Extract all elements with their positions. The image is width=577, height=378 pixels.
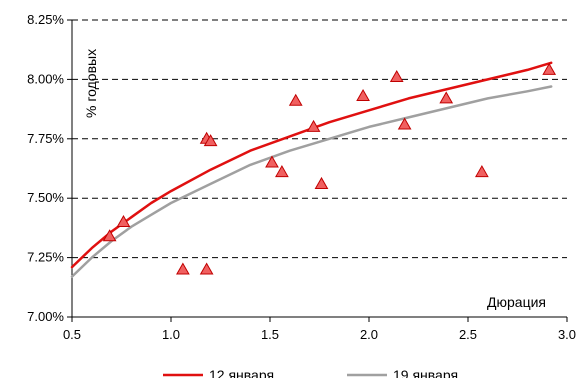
- scatter-point: [542, 62, 557, 75]
- scatter-points: [102, 62, 557, 275]
- x-tick-label: 2.0: [360, 327, 378, 342]
- scatter-point: [116, 214, 131, 227]
- y-tick-label: 7.00%: [27, 309, 64, 324]
- scatter-point: [203, 134, 218, 147]
- y-tick-label: 8.25%: [27, 12, 64, 27]
- y-tick-label: 7.50%: [27, 190, 64, 205]
- scatter-point: [314, 176, 329, 189]
- scatter-point: [397, 117, 412, 130]
- x-tick-label: 3.0: [558, 327, 576, 342]
- scatter-point: [306, 119, 321, 132]
- x-tick-label: 1.5: [261, 327, 279, 342]
- scatter-point: [102, 229, 117, 242]
- y-tick-label: 8.00%: [27, 71, 64, 86]
- scatter-point: [275, 165, 289, 178]
- x-axis-title: Дюрация: [487, 294, 546, 310]
- axes: [67, 19, 568, 322]
- x-tick-label: 1.0: [162, 327, 180, 342]
- scatter-point: [389, 70, 404, 83]
- scatter-point: [265, 155, 279, 168]
- scatter-point: [199, 262, 214, 275]
- x-tick-label: 0.5: [63, 327, 81, 342]
- legend-label-19-january: 19 января: [393, 367, 458, 378]
- x-tick-label: 2.5: [459, 327, 477, 342]
- legend: 12 января 19 января: [163, 367, 458, 378]
- series-line-1: [70, 85, 553, 278]
- scatter-point: [288, 93, 303, 106]
- legend-label-12-january: 12 января: [209, 367, 274, 378]
- y-axis-title: % годовых: [83, 49, 99, 118]
- scatter-point: [474, 165, 489, 178]
- scatter-point: [356, 89, 370, 102]
- scatter-point: [176, 262, 190, 275]
- y-tick-label: 7.75%: [27, 131, 64, 146]
- scatter-point: [439, 91, 454, 104]
- tick-labels: 7.00% 7.25% 7.50% 7.75% 8.00% 8.25% 0.5 1.0 1.5 2…: [27, 12, 576, 342]
- y-tick-label: 7.25%: [27, 250, 64, 265]
